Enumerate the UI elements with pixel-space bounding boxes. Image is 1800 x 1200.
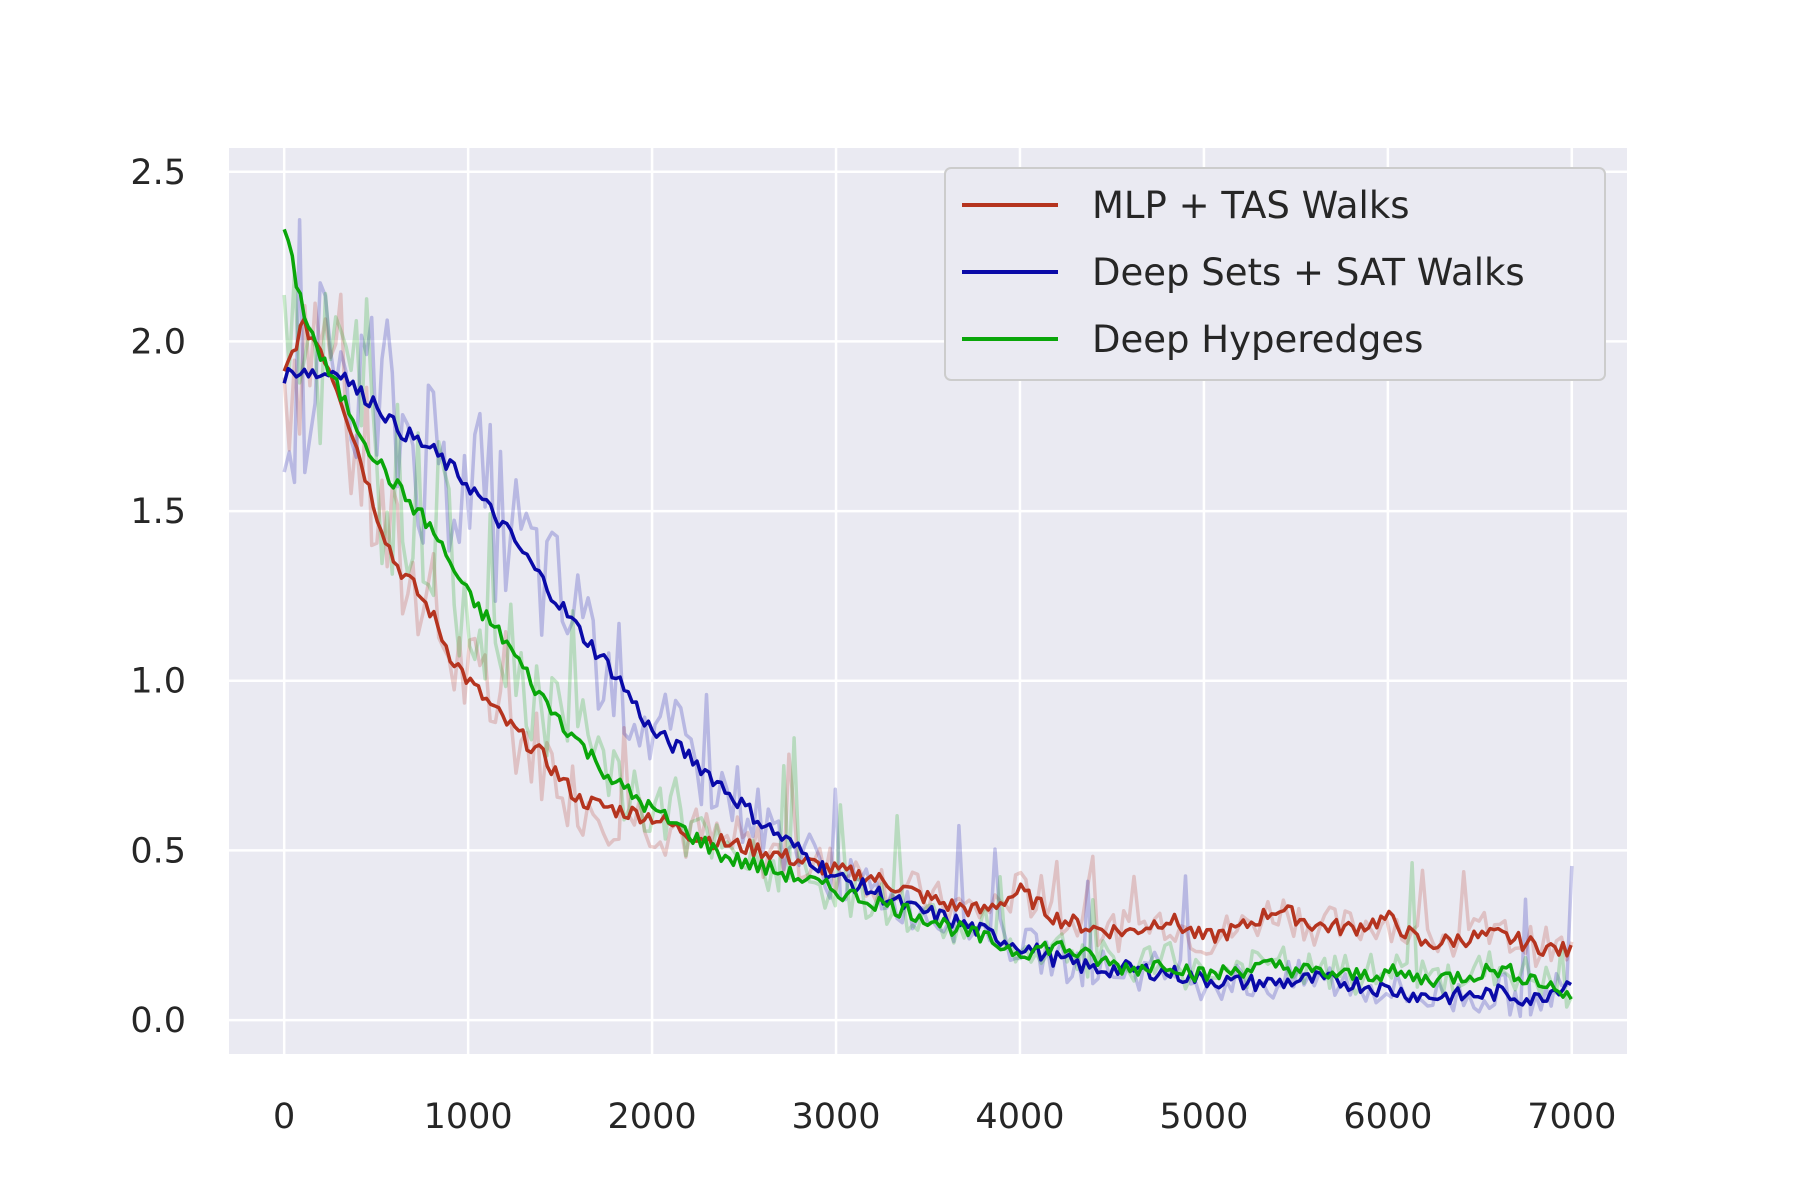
legend-label-1: Deep Sets + SAT Walks xyxy=(1092,251,1525,294)
legend-label-0: MLP + TAS Walks xyxy=(1092,184,1410,227)
y-tick-label: 0.0 xyxy=(130,1001,186,1041)
y-tick-label: 2.5 xyxy=(130,153,186,193)
raw-trace-2 xyxy=(282,270,1574,1009)
x-tick-label: 6000 xyxy=(1343,1097,1432,1137)
x-tick-labels: 0 1000 2000 3000 4000 5000 6000 7000 xyxy=(273,1097,1616,1137)
y-tick-label: 1.5 xyxy=(130,492,186,532)
y-tick-label: 1.0 xyxy=(130,662,186,702)
x-tick-label: 4000 xyxy=(975,1097,1064,1137)
x-tick-label: 2000 xyxy=(608,1097,697,1137)
legend: MLP + TAS Walks Deep Sets + SAT Walks De… xyxy=(944,167,1606,381)
y-tick-labels: 0.0 0.5 1.0 1.5 2.0 2.5 xyxy=(130,153,186,1041)
x-tick-label: 5000 xyxy=(1159,1097,1248,1137)
y-tick-label: 0.5 xyxy=(130,831,186,871)
x-tick-label: 0 xyxy=(273,1097,295,1137)
series-line-0 xyxy=(282,316,1573,958)
legend-box xyxy=(944,167,1606,381)
x-tick-label: 3000 xyxy=(791,1097,880,1137)
series-line-2 xyxy=(282,228,1573,1001)
series-line-1 xyxy=(282,366,1573,1007)
series-lines xyxy=(282,228,1573,1007)
legend-label-2: Deep Hyperedges xyxy=(1092,318,1423,361)
y-tick-label: 2.0 xyxy=(130,322,186,362)
x-tick-label: 1000 xyxy=(424,1097,513,1137)
x-tick-label: 7000 xyxy=(1527,1097,1616,1137)
